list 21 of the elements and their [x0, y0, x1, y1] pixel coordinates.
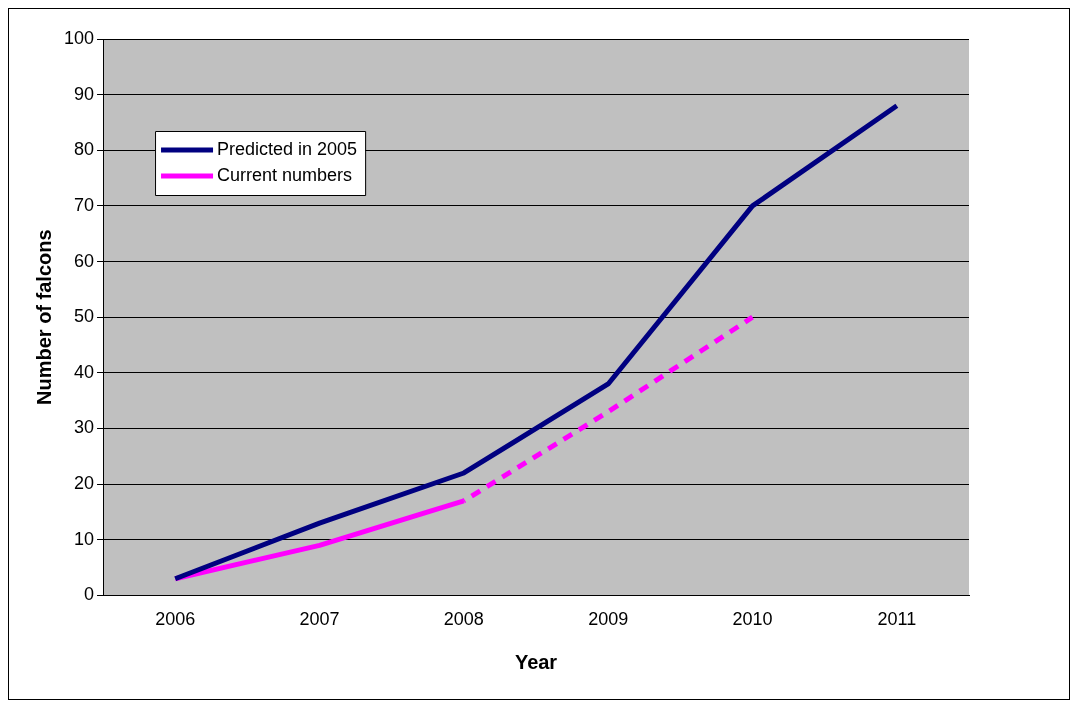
x-tick-label: 2006	[155, 609, 196, 630]
y-tick-label: 50	[74, 306, 95, 327]
y-tick-label: 0	[84, 584, 95, 605]
y-tick-label: 20	[74, 473, 95, 494]
legend-label: Current numbers	[217, 164, 353, 185]
y-tick-label: 10	[74, 528, 95, 549]
y-tick-label: 70	[74, 194, 95, 215]
x-axis-title: Year	[514, 650, 558, 673]
x-tick-label: 2008	[443, 609, 484, 630]
y-tick-label: 90	[74, 83, 95, 104]
y-axis-title: Number of falcons	[32, 229, 55, 405]
x-tick-label: 2009	[588, 609, 629, 630]
x-tick-label: 2011	[877, 609, 917, 630]
x-tick-label: 2007	[299, 609, 340, 630]
y-tick-label: 30	[74, 417, 95, 438]
y-tick-label: 80	[74, 139, 95, 160]
y-tick-label: 60	[74, 250, 95, 271]
x-tick-label: 2010	[732, 609, 773, 630]
legend-label: Predicted in 2005	[217, 138, 358, 159]
y-tick-label: 100	[63, 27, 95, 48]
y-tick-label: 40	[74, 361, 95, 382]
